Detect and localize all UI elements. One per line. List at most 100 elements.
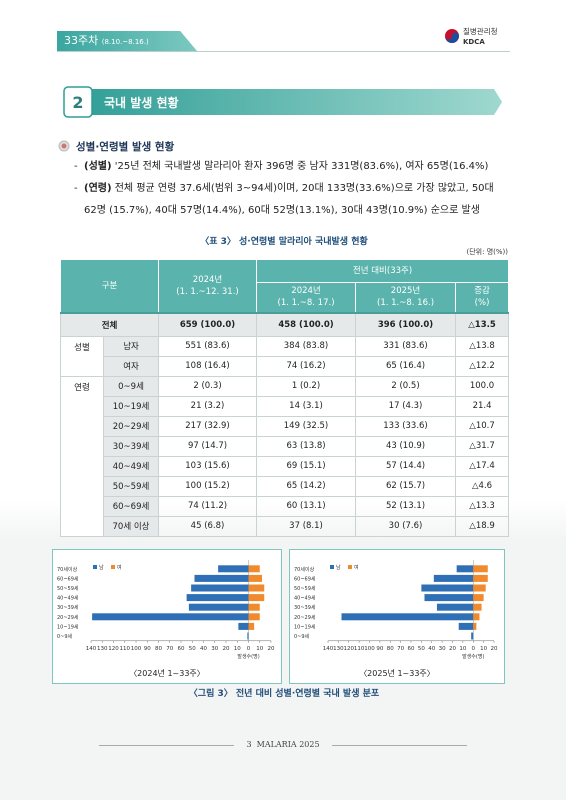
category-label: 70세이상: [294, 566, 315, 573]
x-tick-label: 140: [86, 646, 97, 652]
bar: [248, 603, 260, 611]
category-label: 50~59세: [294, 585, 316, 592]
x-tick-label: 10: [234, 646, 241, 652]
table-cell: △18.9: [455, 515, 510, 537]
bar: [248, 574, 262, 582]
bar: [433, 574, 474, 582]
x-tick-label: 60: [178, 646, 185, 652]
bullet-label: (연령): [84, 183, 112, 194]
category-label: 60~69세: [294, 575, 316, 582]
x-tick-label: 100: [131, 646, 142, 652]
header-text: (1. 1.~8. 16.): [377, 298, 435, 309]
agency-en: KDCA: [463, 38, 485, 46]
header-cell: 2024년 (1. 1.~12. 31.): [158, 259, 258, 313]
x-tick-label: 40: [200, 646, 207, 652]
x-tick-label: 40: [428, 646, 435, 652]
table-cell: 20~29세: [102, 415, 160, 437]
table-cell: 2 (0.3): [158, 375, 258, 397]
bar: [473, 622, 477, 630]
x-tick-label: 0: [247, 646, 251, 652]
table-cell: 103 (15.6): [158, 455, 258, 477]
table-cell: 60 (13.1): [256, 495, 357, 517]
table-cell: 여자: [102, 355, 160, 377]
table-cell: 149 (32.5): [256, 415, 357, 437]
section-title: 국내 발생 현황: [104, 95, 179, 110]
table-cell: 37 (8.1): [256, 515, 357, 537]
week-badge: 33주차 (8.10.~8.16.): [57, 31, 197, 51]
table-cell: △31.7: [455, 435, 510, 457]
header-text: (%): [474, 298, 490, 309]
x-tick-label: 20: [491, 646, 498, 652]
table-cell: △13.5: [455, 311, 510, 337]
table-row: 여자 108 (16.4) 74 (16.2) 65 (16.4) △12.2: [61, 355, 510, 377]
header-cell: 전년 대비(33주): [256, 259, 510, 283]
category-label: 0~9세: [57, 633, 73, 640]
table-cell: 458 (100.0): [256, 311, 357, 337]
table-cell: △4.6: [455, 475, 510, 497]
table-unit: (단위: 명(%)): [466, 248, 508, 256]
header-cell: 구분: [59, 259, 160, 313]
category-label: 20~29세: [294, 614, 316, 621]
bar: [456, 565, 474, 573]
x-tick-label: 20: [268, 646, 275, 652]
subsection-title: 성별·연령별 발생 현황: [76, 141, 175, 153]
table-cell: 74 (11.2): [158, 495, 258, 517]
header-cell: 2025년 (1. 1.~8. 16.): [355, 282, 457, 313]
table-cell: △13.8: [455, 335, 510, 357]
table-cell: 45 (6.8): [158, 515, 258, 537]
table-caption: 〈표 3〉 성·연령별 말라리아 국내발생 현황: [200, 237, 368, 247]
category-label: 10~19세: [57, 623, 79, 630]
bar: [194, 574, 249, 582]
bar: [473, 613, 480, 621]
footer: 3 MALARIA 2025: [0, 740, 566, 749]
bar: [436, 603, 474, 611]
table-row: 30~39세 97 (14.7) 63 (13.8) 43 (10.9) △31.7: [61, 435, 510, 457]
bar: [471, 632, 474, 640]
x-tick-label: 10: [480, 646, 487, 652]
x-tick-label: 70: [166, 646, 173, 652]
bar: [248, 565, 260, 573]
table-cell: △13.3: [455, 495, 510, 517]
figure-box: 140 130 120 110 100 90 80 70 60 50 40 30 20 10 0 10 20 발생…: [289, 549, 505, 684]
x-tick-label: 140: [323, 646, 334, 652]
table-row: 연령 0~9세 2 (0.3) 1 (0.2) 2 (0.5) 100.0: [60, 375, 510, 537]
bar: [341, 613, 474, 621]
table-cell: 69 (15.1): [256, 455, 357, 477]
table-cell: 331 (83.6): [355, 335, 457, 357]
table-cell: 57 (14.4): [355, 455, 457, 477]
bar: [458, 622, 474, 630]
table-cell: 남자: [102, 335, 160, 357]
legend-swatch: [348, 565, 352, 569]
table-cell: 217 (32.9): [158, 415, 258, 437]
table-row: 20~29세 217 (32.9) 149 (32.5) 133 (33.6) △10.…: [61, 415, 510, 437]
table-cell: 396 (100.0): [355, 311, 457, 337]
sub-icon: [58, 140, 70, 152]
legend-label: 남: [99, 564, 104, 571]
x-tick-label: 110: [354, 646, 365, 652]
legend-swatch: [93, 565, 97, 569]
bar: [473, 584, 486, 592]
table-cell: 108 (16.4): [158, 355, 258, 377]
footer-title: MALARIA 2025: [256, 740, 320, 749]
table-cell: 43 (10.9): [355, 435, 457, 457]
table-cell: 50~59세: [102, 475, 160, 497]
bar: [218, 565, 249, 573]
table-cell: 14 (3.1): [256, 395, 357, 417]
table-cell: △17.4: [455, 455, 510, 477]
bar: [248, 594, 265, 602]
category-label: 60~69세: [57, 575, 79, 582]
chart: 140 130 120 110 100 90 80 70 60 50 40 30 20 10 0 10 20발생…: [294, 560, 498, 678]
section-bar: 2 국내 발생 현황: [63, 86, 502, 118]
table-row: 40~49세 103 (15.6) 69 (15.1) 57 (14.4) △17.4: [61, 455, 510, 477]
x-tick-label: 10: [256, 646, 263, 652]
x-tick-label: 50: [418, 646, 425, 652]
bullet-label: (성별): [84, 161, 112, 172]
table-cell: 30 (7.6): [355, 515, 457, 537]
table-row: 전체 659 (100.0) 458 (100.0) 396 (100.0) △13.5: [59, 311, 510, 337]
x-tick-label: 90: [144, 646, 151, 652]
group-cell: 성별: [60, 335, 104, 377]
bullet: (성별) '25년 전체 국내발생 말라리아 환자 396명 중 남자 331명…: [74, 156, 504, 178]
table-row: 60~69세 74 (11.2) 60 (13.1) 52 (13.1) △13.3: [61, 495, 510, 517]
table-cell: 30~39세: [102, 435, 160, 457]
table-cell: 0~9세: [102, 375, 160, 397]
